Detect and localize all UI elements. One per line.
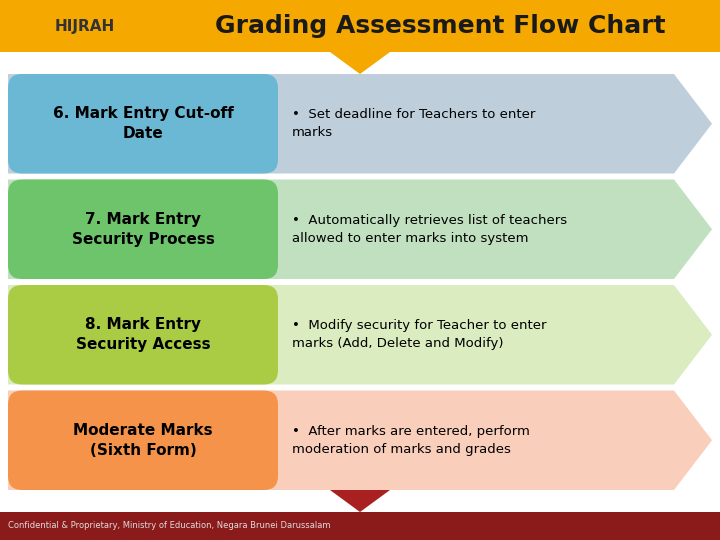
FancyBboxPatch shape: [8, 179, 278, 279]
Polygon shape: [8, 390, 712, 490]
Text: •  Set deadline for Teachers to enter
marks: • Set deadline for Teachers to enter mar…: [292, 108, 536, 139]
Text: 8. Mark Entry
Security Access: 8. Mark Entry Security Access: [76, 318, 210, 352]
Polygon shape: [8, 285, 712, 384]
Text: 7. Mark Entry
Security Process: 7. Mark Entry Security Process: [71, 212, 215, 247]
FancyBboxPatch shape: [8, 285, 278, 384]
Text: HIJRAH: HIJRAH: [55, 18, 115, 33]
FancyBboxPatch shape: [8, 74, 278, 173]
Text: Moderate Marks
(Sixth Form): Moderate Marks (Sixth Form): [73, 423, 213, 458]
Text: Confidential & Proprietary, Ministry of Education, Negara Brunei Darussalam: Confidential & Proprietary, Ministry of …: [8, 522, 330, 530]
Text: •  After marks are entered, perform
moderation of marks and grades: • After marks are entered, perform moder…: [292, 425, 530, 456]
Polygon shape: [8, 179, 712, 279]
Text: 6. Mark Entry Cut-off
Date: 6. Mark Entry Cut-off Date: [53, 106, 233, 141]
Polygon shape: [8, 74, 712, 173]
Text: •  Modify security for Teacher to enter
marks (Add, Delete and Modify): • Modify security for Teacher to enter m…: [292, 319, 546, 350]
Polygon shape: [0, 0, 720, 52]
Polygon shape: [330, 490, 390, 512]
Polygon shape: [330, 52, 390, 74]
Text: •  Automatically retrieves list of teachers
allowed to enter marks into system: • Automatically retrieves list of teache…: [292, 214, 567, 245]
Text: Grading Assessment Flow Chart: Grading Assessment Flow Chart: [215, 14, 665, 38]
Polygon shape: [0, 512, 720, 540]
FancyBboxPatch shape: [8, 390, 278, 490]
